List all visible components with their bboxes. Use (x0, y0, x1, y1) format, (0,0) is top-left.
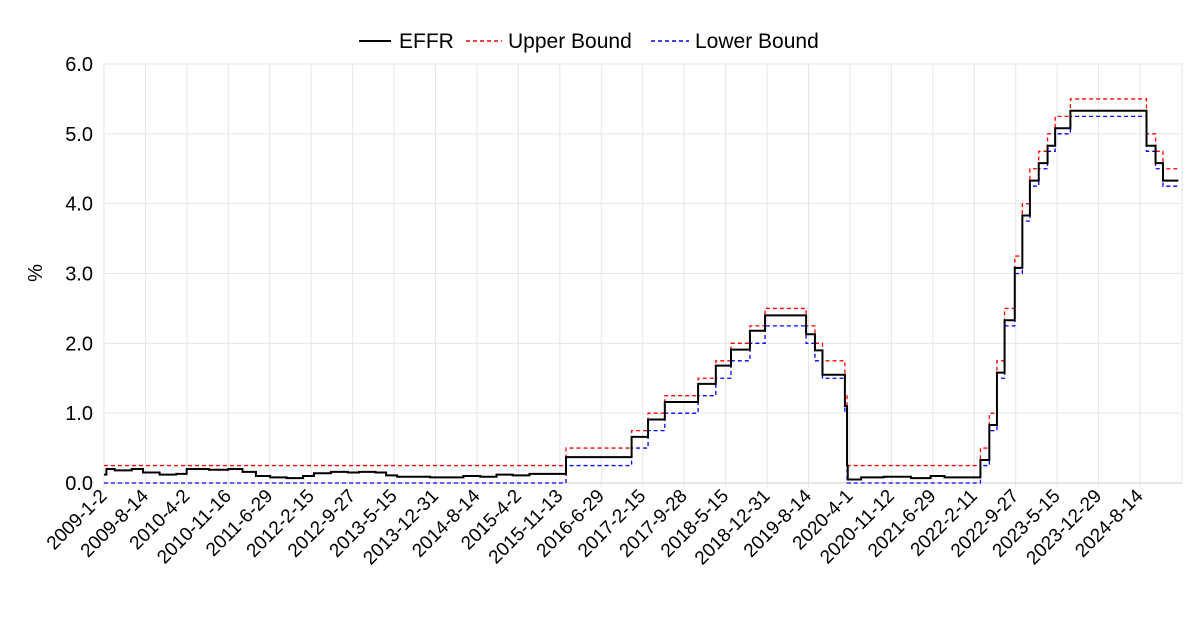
y-axis: 0.0 1.0 2.0 3.0 4.0 5.0 6.0 (65, 54, 93, 495)
y-tick-label: 2.0 (65, 333, 93, 355)
series-effr (104, 109, 1179, 481)
y-tick-label: 5.0 (65, 124, 93, 146)
y-tick-label: 0.0 (65, 473, 93, 495)
legend-item-upper-bound[interactable]: Upper Bound (466, 30, 632, 53)
y-tick-label: 4.0 (65, 194, 93, 216)
y-axis-label: % (25, 264, 47, 282)
series-upper-bound (104, 98, 1179, 467)
series-lines (104, 98, 1179, 484)
legend-label-effr: EFFR (399, 30, 454, 53)
series-lower-bound (104, 115, 1179, 484)
y-tick-label: 6.0 (65, 54, 93, 76)
legend-item-lower-bound[interactable]: Lower Bound (651, 30, 819, 53)
x-axis: 2009-1-22009-8-142010-4-22010-11-162011-… (43, 485, 1148, 569)
legend-item-effr[interactable]: EFFR (359, 30, 454, 53)
y-tick-label: 3.0 (65, 264, 93, 286)
legend-label-upper-bound: Upper Bound (508, 30, 632, 53)
legend: EFFR Upper Bound Lower Bound (359, 30, 819, 53)
legend-label-lower-bound: Lower Bound (695, 30, 819, 53)
y-tick-label: 1.0 (65, 403, 93, 425)
grid (103, 63, 1183, 488)
